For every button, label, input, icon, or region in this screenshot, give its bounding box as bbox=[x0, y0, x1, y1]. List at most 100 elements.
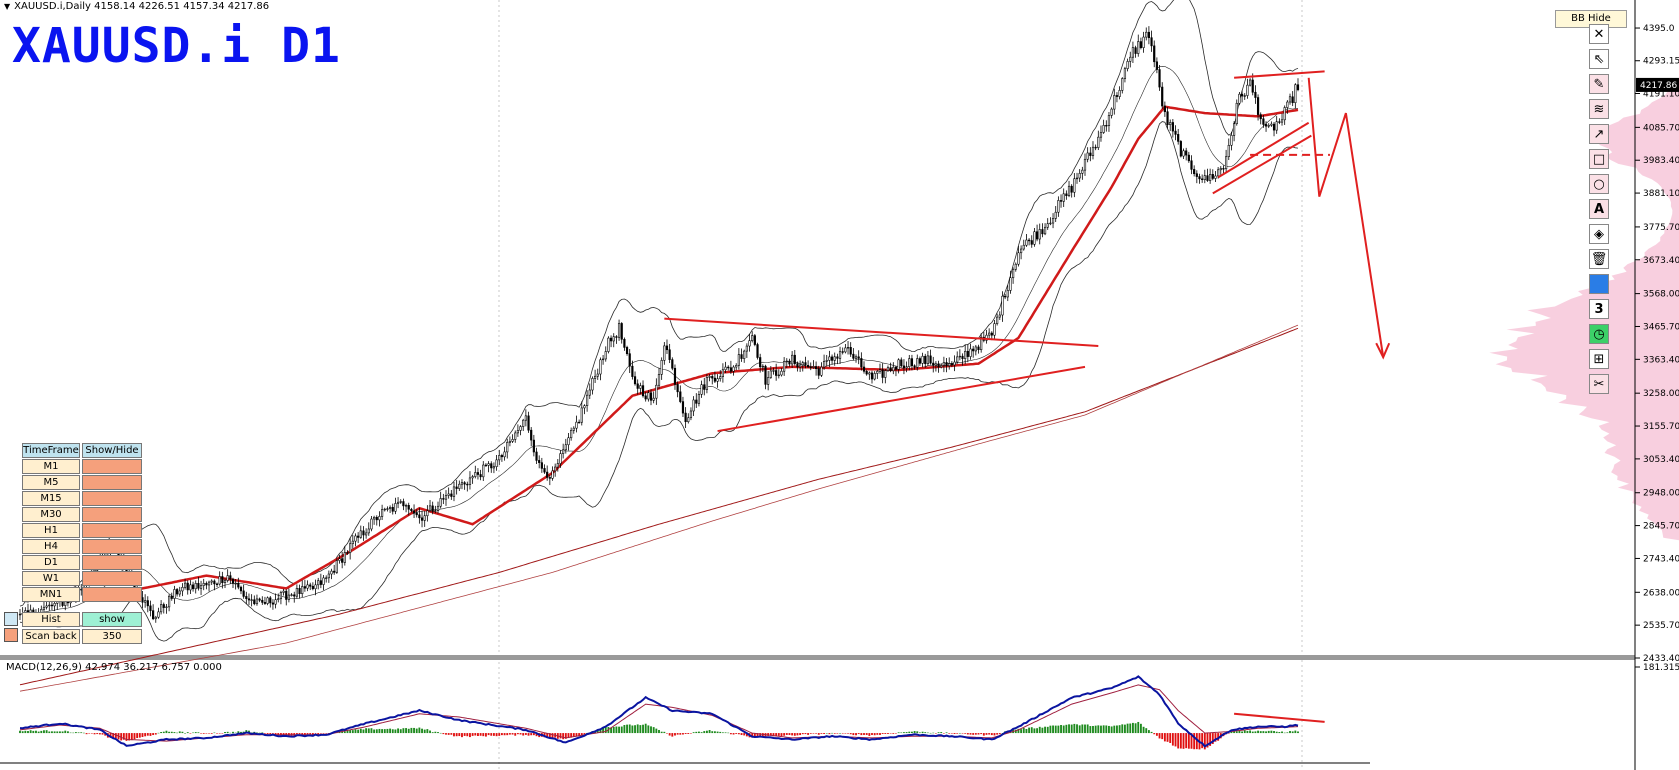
macd-histogram-bar bbox=[721, 732, 724, 734]
timeframe-toggle-h1[interactable] bbox=[82, 523, 142, 538]
timeframe-toggle-m1[interactable] bbox=[82, 459, 142, 474]
candle-body bbox=[578, 421, 581, 424]
candle-body bbox=[908, 358, 911, 368]
candle-body bbox=[609, 337, 613, 342]
scan-back-input[interactable]: 350 bbox=[82, 629, 142, 644]
candle-body bbox=[144, 600, 147, 603]
timeframe-toggle-m15[interactable] bbox=[82, 491, 142, 506]
candle-body bbox=[452, 486, 456, 497]
timeframe-toggle-m30[interactable] bbox=[82, 507, 142, 522]
candle-body bbox=[522, 419, 525, 427]
candle-body bbox=[530, 429, 533, 441]
candle-body bbox=[333, 570, 336, 573]
timeframe-toggle-m5[interactable] bbox=[82, 475, 142, 490]
timeframe-label: H1 bbox=[22, 523, 80, 538]
timeframe-toggle-d1[interactable] bbox=[82, 555, 142, 570]
candle-body bbox=[263, 602, 267, 604]
candle-body bbox=[1097, 136, 1100, 148]
candle-body bbox=[160, 604, 163, 613]
macd-histogram-bar bbox=[309, 733, 312, 735]
macd-histogram-bar bbox=[346, 730, 349, 734]
macd-histogram-bar bbox=[562, 733, 565, 740]
macd-histogram-bar bbox=[650, 726, 652, 734]
candle-body bbox=[671, 359, 674, 369]
timeframe-toggle-h4[interactable] bbox=[82, 539, 142, 554]
template-icon[interactable]: ⊞ bbox=[1589, 349, 1609, 369]
candle-body bbox=[775, 370, 778, 376]
price-axis: 4395.0 4293.15 4191.10 4085.70 3983.40 3881.1… bbox=[1635, 24, 1679, 673]
macd-histogram-bar bbox=[458, 733, 461, 737]
macd-histogram-bar bbox=[716, 731, 719, 734]
candle-body bbox=[1019, 248, 1023, 254]
pencil-icon[interactable]: ✎ bbox=[1589, 74, 1609, 94]
panel-icon[interactable] bbox=[4, 612, 18, 626]
macd-histogram-bar bbox=[889, 733, 892, 734]
candle-body bbox=[620, 323, 623, 340]
macd-histogram-bar bbox=[756, 733, 759, 738]
candle-body bbox=[492, 466, 496, 469]
macd-histogram-bar bbox=[256, 732, 258, 734]
arrow-icon[interactable]: ↗ bbox=[1589, 124, 1609, 144]
hist-show-button[interactable]: show bbox=[82, 612, 142, 627]
candle-body bbox=[463, 482, 466, 485]
candle-body bbox=[207, 581, 211, 586]
timeframe-row-mn1: MN1 bbox=[22, 587, 142, 602]
macd-histogram-bar bbox=[1126, 723, 1129, 734]
macd-histogram-bar bbox=[144, 733, 147, 737]
candle-body bbox=[42, 606, 46, 610]
trash-icon[interactable]: 🗑 bbox=[1589, 249, 1609, 269]
macd-histogram-bar bbox=[306, 733, 309, 735]
ellipse-icon[interactable]: ○ bbox=[1589, 174, 1609, 194]
candle-body bbox=[1294, 84, 1297, 104]
candle-body bbox=[748, 340, 751, 347]
scissors-icon[interactable]: ✂ bbox=[1589, 374, 1609, 394]
macd-histogram-bar bbox=[1195, 733, 1198, 750]
macd-histogram-bar bbox=[990, 733, 993, 736]
timeframe-toggle-w1[interactable] bbox=[82, 571, 142, 586]
candle-body bbox=[900, 359, 903, 367]
macd-histogram-bar bbox=[1214, 733, 1217, 742]
candle-body bbox=[641, 385, 645, 397]
candle-body bbox=[833, 356, 836, 361]
weight-icon[interactable]: 3 bbox=[1589, 299, 1609, 319]
timeframe-row-h1: H1 bbox=[22, 523, 142, 538]
close-icon[interactable]: ✕ bbox=[1589, 24, 1609, 44]
macd-histogram-bar bbox=[1145, 728, 1148, 734]
color-swatch-icon[interactable] bbox=[1589, 274, 1609, 294]
timeframe-toggle-mn1[interactable] bbox=[82, 587, 142, 602]
candle-body bbox=[484, 464, 488, 467]
candle-body bbox=[601, 358, 605, 361]
candle-body bbox=[189, 584, 192, 591]
cursor-icon[interactable]: ⇖ bbox=[1589, 49, 1609, 69]
macd-histogram-bar bbox=[666, 733, 668, 734]
candle-body bbox=[351, 540, 354, 545]
candle-body bbox=[1190, 160, 1193, 170]
candle-body bbox=[1195, 173, 1198, 177]
macd-histogram-bar bbox=[72, 732, 75, 734]
fibonacci-icon[interactable]: ≋ bbox=[1589, 99, 1609, 119]
candle-body bbox=[396, 501, 400, 504]
candle-body bbox=[788, 360, 791, 365]
rectangle-icon[interactable]: □ bbox=[1589, 149, 1609, 169]
macd-histogram-bar bbox=[61, 731, 64, 734]
macd-histogram-bar bbox=[1179, 733, 1182, 749]
candle-body bbox=[535, 451, 538, 461]
fill-icon[interactable]: ◈ bbox=[1589, 224, 1609, 244]
candle-body bbox=[1012, 268, 1015, 279]
panel-color-icon[interactable] bbox=[4, 628, 18, 642]
candle-body bbox=[1025, 239, 1028, 246]
macd-histogram-bar bbox=[575, 733, 578, 736]
macd-histogram-bar bbox=[434, 731, 437, 734]
text-icon[interactable]: A bbox=[1589, 199, 1609, 219]
macd-histogram-bar bbox=[559, 733, 562, 739]
trendline bbox=[1234, 70, 1325, 79]
candle-body bbox=[756, 344, 759, 358]
macd-histogram-bar bbox=[604, 726, 607, 734]
macd-histogram-bar bbox=[857, 733, 860, 735]
candle-body bbox=[673, 367, 677, 385]
candle-body bbox=[876, 370, 879, 374]
candle-body bbox=[964, 350, 967, 359]
macd-histogram-bar bbox=[96, 733, 99, 735]
clock-icon[interactable]: ◷ bbox=[1589, 324, 1609, 344]
macd-histogram-bar bbox=[1182, 733, 1185, 749]
